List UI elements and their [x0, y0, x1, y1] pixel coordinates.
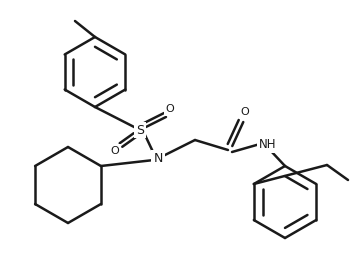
Text: N: N [153, 151, 163, 164]
Text: O: O [241, 107, 249, 117]
Text: NH: NH [259, 139, 277, 151]
Text: O: O [111, 146, 119, 156]
Text: S: S [136, 124, 144, 136]
Text: O: O [166, 104, 174, 114]
